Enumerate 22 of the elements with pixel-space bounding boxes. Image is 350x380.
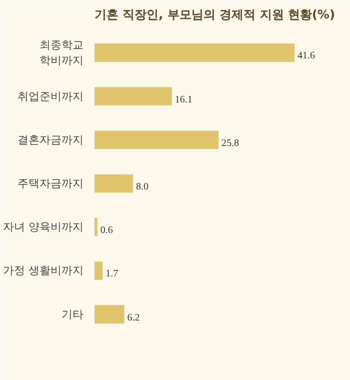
y-tick-label: 주택자금까지 — [18, 177, 84, 190]
data-label: 41.6 — [298, 50, 315, 62]
y-tick-label: 최종학교 학비까지 — [40, 38, 84, 67]
bar — [94, 130, 219, 150]
data-label: 25.8 — [222, 138, 240, 149]
y-tick-label: 자녀 양육비까지 — [3, 220, 84, 234]
bar — [94, 87, 172, 106]
bar — [94, 218, 98, 236]
bar — [94, 305, 124, 324]
chart-title: 기혼 직장인, 부모님의 경제적 지원 현황(%) — [94, 8, 335, 22]
bar — [94, 44, 294, 62]
data-label: 8.0 — [136, 182, 148, 192]
y-tick-label: 기타 — [62, 308, 84, 321]
y-tick-label: 결혼자금까지 — [18, 133, 84, 146]
bar — [94, 262, 103, 280]
data-label: 16.1 — [174, 94, 192, 106]
data-label: 0.6 — [100, 225, 113, 236]
y-tick-label: 가정 생활비까지 — [3, 264, 84, 278]
y-tick-label: 취업준비까지 — [18, 90, 84, 103]
data-label: 6.2 — [127, 312, 140, 324]
bar — [94, 174, 133, 193]
data-label: 1.7 — [106, 268, 118, 280]
